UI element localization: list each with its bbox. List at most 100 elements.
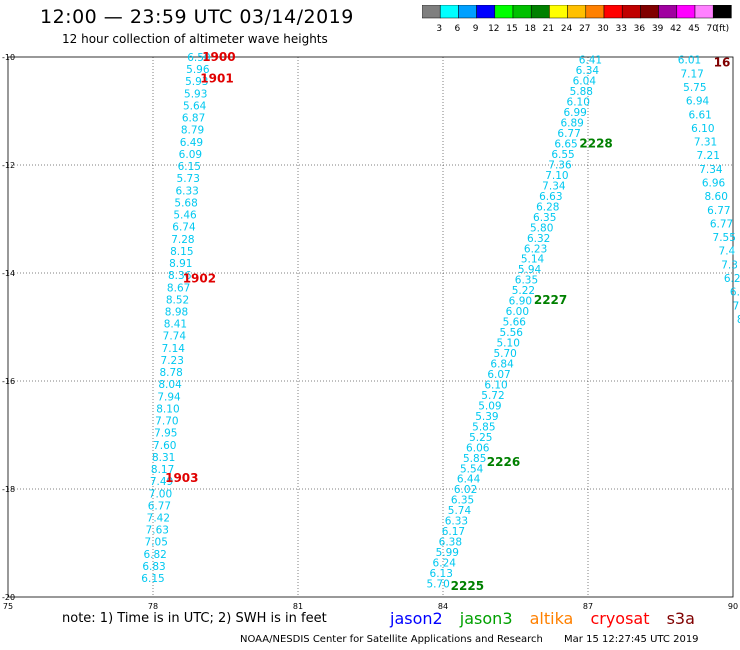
pass-time-label: 16 bbox=[714, 55, 731, 69]
wave-height-value: 7.95 bbox=[154, 428, 177, 440]
wave-height-value: 7.23 bbox=[161, 355, 184, 367]
wave-height-value: 6.55 bbox=[551, 149, 574, 161]
wave-height-value: 6.82 bbox=[143, 549, 166, 561]
wave-height-value: 6.77 bbox=[557, 128, 580, 140]
x-tick-label: 75 bbox=[3, 602, 13, 611]
wave-height-value: 5.66 bbox=[503, 317, 527, 329]
wave-height-value: 6.35 bbox=[451, 495, 474, 507]
wave-height-value: 5.56 bbox=[500, 327, 524, 339]
wave-height-value: 5.96 bbox=[186, 64, 210, 76]
wave-height-value: 6.38 bbox=[439, 537, 462, 549]
wave-height-value: 6.34 bbox=[576, 65, 600, 77]
pass-time-label: 1902 bbox=[183, 271, 216, 285]
wave-height-value: 7. bbox=[733, 300, 740, 312]
wave-height-value: 5.54 bbox=[460, 463, 484, 475]
colorbar-label: 45 bbox=[688, 24, 699, 33]
wave-height-value: 5.73 bbox=[177, 173, 200, 185]
wave-height-value: 7.63 bbox=[146, 525, 169, 537]
wave-height-value: 6.74 bbox=[172, 222, 196, 234]
satellite-tracks: 6.505.965.935.935.646.878.796.496.096.15… bbox=[141, 50, 740, 593]
wave-height-value: 5.85 bbox=[472, 421, 495, 433]
pass-time-label: 1900 bbox=[202, 50, 235, 64]
y-tick-label: -20 bbox=[2, 593, 15, 602]
wave-height-value: 8.10 bbox=[156, 403, 179, 415]
colorbar-swatch bbox=[712, 5, 732, 19]
wave-height-value: 6.99 bbox=[563, 107, 586, 119]
wave-height-value: 6.41 bbox=[579, 55, 602, 67]
x-tick-label: 81 bbox=[293, 602, 303, 611]
wave-height-value: 6.50 bbox=[187, 52, 210, 64]
colorbar-label: 21 bbox=[543, 24, 554, 33]
wave-height-value: 6.04 bbox=[573, 76, 597, 88]
wave-height-value: 6.01 bbox=[678, 55, 701, 67]
wave-height-value: 5.70 bbox=[493, 348, 516, 360]
credits-line: NOAA/NESDIS Center for Satellite Applica… bbox=[240, 634, 699, 645]
wave-height-value: 6.90 bbox=[509, 296, 532, 308]
wave-height-value: 6.06 bbox=[466, 442, 490, 454]
wave-height-value: 7.36 bbox=[548, 159, 572, 171]
wave-height-value: 7.00 bbox=[149, 488, 172, 500]
wave-height-value: 5.93 bbox=[185, 76, 208, 88]
wave-height-value: 6.13 bbox=[430, 568, 453, 580]
pass-time-label: 1903 bbox=[165, 471, 198, 485]
wave-height-value: 7.42 bbox=[147, 513, 170, 525]
wave-height-value: 6.15 bbox=[141, 573, 164, 585]
colorbar-label: 15 bbox=[506, 24, 517, 33]
wave-height-value: 8.04 bbox=[158, 379, 182, 391]
y-tick-label: -18 bbox=[2, 485, 15, 494]
wave-height-value: 7.28 bbox=[171, 234, 194, 246]
y-tick-label: -14 bbox=[2, 269, 15, 278]
wave-height-value: 8.41 bbox=[164, 319, 187, 331]
wave-height-value: 5.68 bbox=[174, 197, 197, 209]
wave-height-value: 6.33 bbox=[175, 185, 198, 197]
wave-height-value: 6.61 bbox=[688, 109, 711, 121]
wave-height-value: 6.94 bbox=[686, 96, 710, 108]
wave-height-value: 5.85 bbox=[463, 453, 486, 465]
wave-height-value: 5.39 bbox=[475, 411, 498, 423]
wave-height-value: 6.44 bbox=[457, 474, 481, 486]
wave-height-value: 8.52 bbox=[166, 294, 189, 306]
wave-height-value: 5.72 bbox=[481, 390, 504, 402]
wave-height-value: 6.35 bbox=[533, 212, 556, 224]
x-tick-label: 84 bbox=[438, 602, 448, 611]
wave-height-value: 7.21 bbox=[697, 150, 720, 162]
colorbar-label: 30 bbox=[597, 24, 609, 33]
wave-height-value: 6.77 bbox=[710, 218, 733, 230]
wave-height-value: 8.31 bbox=[152, 452, 175, 464]
wave-height-value: 6.2 bbox=[724, 273, 740, 285]
colorbar-label: 36 bbox=[634, 24, 646, 33]
wave-height-value: 7.31 bbox=[694, 137, 717, 149]
wave-height-value: 7.49 bbox=[150, 476, 173, 488]
wave-height-value: 6.15 bbox=[178, 161, 201, 173]
wave-height-value: 6.35 bbox=[515, 275, 538, 287]
wave-height-value: 6.33 bbox=[445, 516, 468, 528]
wave-height-value: 6.63 bbox=[539, 191, 562, 203]
wave-height-value: 6.77 bbox=[707, 205, 730, 217]
wave-height-value: 5.10 bbox=[497, 338, 520, 350]
wave-height-value: 5.94 bbox=[518, 264, 542, 276]
wave-height-value: 6.10 bbox=[484, 379, 507, 391]
wave-height-value: 6.24 bbox=[433, 558, 457, 570]
colorbar-label: 18 bbox=[524, 24, 536, 33]
wave-height-value: 7.34 bbox=[542, 180, 566, 192]
x-tick-label: 87 bbox=[583, 602, 593, 611]
wave-height-value: 6.32 bbox=[527, 233, 550, 245]
x-tick-label: 90 bbox=[728, 602, 738, 611]
wave-height-value: 6.07 bbox=[487, 369, 510, 381]
wave-height-value: 7.60 bbox=[153, 440, 176, 452]
wave-height-value: 5.14 bbox=[521, 254, 545, 266]
wave-height-value: 5.64 bbox=[183, 100, 207, 112]
legend-altika: altika bbox=[529, 609, 574, 628]
wave-height-value: 5.46 bbox=[173, 210, 197, 222]
wave-height-value: 6.87 bbox=[182, 113, 205, 125]
colorbar-label: 70 bbox=[706, 24, 718, 33]
wave-height-value: 5.09 bbox=[478, 400, 501, 412]
units-note: note: 1) Time is in UTC; 2) SWH is in fe… bbox=[62, 611, 327, 626]
colorbar-label: 39 bbox=[652, 24, 664, 33]
pass-time-label: 2227 bbox=[534, 293, 567, 307]
wave-height-value: 5.75 bbox=[683, 82, 706, 94]
wave-height-value: 6.02 bbox=[454, 484, 477, 496]
colorbar-label: 3 bbox=[436, 24, 442, 33]
wave-height-value: 5.88 bbox=[570, 86, 593, 98]
wave-height-value: 5.25 bbox=[469, 432, 492, 444]
